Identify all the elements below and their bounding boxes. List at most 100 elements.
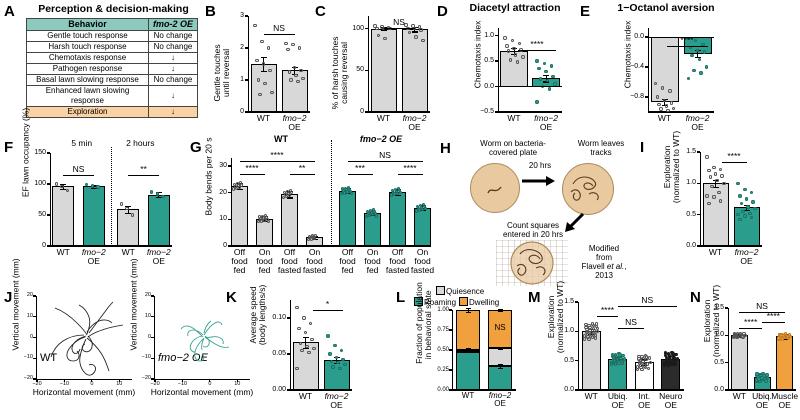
category-label-1: fmo−2 OE [685,113,710,132]
data-point [671,352,675,356]
error-bar-1 [697,49,699,58]
category-label-0: WT [461,391,475,400]
legend-item-roaming: Roaming Dwelling [414,297,499,308]
y-tick-label: −0.8 [630,93,644,100]
y-tick [644,36,648,38]
y-tick-label: 20 [26,292,33,298]
data-point [596,329,600,334]
data-point [96,185,100,189]
category-label-1: fmo−2 OE [402,113,427,132]
y-tick [150,295,154,297]
y-tick-label: 0 [29,333,33,340]
data-point [305,345,309,349]
y-tick-label: 0.50 [437,346,449,353]
data-point [705,194,709,198]
data-point [329,359,334,363]
x-tick-label: −10 [59,381,70,387]
error-bar-0 [305,336,307,349]
y-tick-label: −10 [141,354,151,361]
data-point [647,356,652,360]
panel-label-e: E [580,3,591,20]
y-tick-label: 2 [240,44,244,51]
data-point [673,360,677,364]
data-point [746,205,750,209]
category-label-1: fmo−2 OE [488,391,512,409]
category-label-0: WT [584,391,598,401]
row-behavior: Pathogen response [26,63,149,76]
data-point [375,26,379,31]
error-cap [497,309,503,311]
data-point [717,191,721,195]
row-behavior: Chemotaxis response [26,52,149,65]
y-tick [32,336,36,339]
y-tick-label: −20 [23,375,33,381]
y-tick-label: 50 [356,66,364,74]
x-tick [91,379,93,382]
chart-c: 0 50 100 WT fmo−2 OE NS [352,16,430,132]
error-cap-0 [260,71,267,73]
error-bar-1 [545,75,547,82]
data-point [664,104,668,108]
significance-bar [347,161,423,163]
significance-label: **** [727,151,741,161]
data-point [298,341,303,345]
data-point [637,354,641,358]
h-caption-3: Count squares entered in 20 hrs [502,221,564,239]
category-label-0: WT [657,113,672,123]
data-point [294,73,298,77]
chart-b: 0 1 2 3 WT fmo−2 OE NS [240,12,310,132]
category-label-1: Ubiq. OE [752,391,772,410]
error-cap [465,347,471,349]
data-point [664,355,669,359]
x-axis [498,111,562,113]
panel-label-b: B [205,3,216,20]
data-point [263,81,267,85]
data-point [675,357,679,361]
data-point [642,361,646,365]
y-tick [574,330,578,332]
data-point [307,350,311,355]
data-point [341,358,345,362]
stack-segment-roaming [488,366,512,390]
y-tick [227,165,231,167]
y-tick-label: 0.0 [714,386,724,393]
data-point [261,62,266,66]
y-axis [368,16,370,112]
bar-1 [82,186,105,246]
y-tick [286,389,290,391]
y-tick-label: 0.5 [714,358,724,366]
y-tick-label: −10 [23,354,33,361]
data-point [292,65,297,69]
data-point [342,191,347,195]
panel-a-title: Perception & decision-making [38,3,189,15]
data-point [758,379,762,384]
significance-label: NS [641,295,654,305]
category-label-1: fmo−2 OE [734,247,759,266]
data-point [266,219,271,223]
data-point [270,91,274,95]
panel-e-title-text: 1−Octanol aversion [617,2,715,14]
panel-label-c: C [315,3,326,20]
data-point [549,64,554,68]
x-axis [700,245,762,247]
y-tick-label: 0.5 [484,57,494,65]
error-cap [497,346,503,348]
y-tick [227,218,231,220]
significance-label: NS [273,23,285,33]
data-point [710,184,714,189]
error-cap-0 [511,53,517,56]
data-point [589,330,593,334]
category-label-5: On food fed [364,247,381,275]
data-point [125,207,129,211]
bar-2 [776,336,794,390]
y-tick [32,357,36,359]
significance-label: **** [245,163,259,173]
significance-bar [347,174,373,176]
significance-label: **** [600,305,615,315]
significance-bar [383,28,415,30]
data-point [748,211,752,216]
data-point [638,358,642,363]
data-point [257,219,261,224]
x-tick-label: 10 [234,381,241,387]
data-point [584,323,588,327]
